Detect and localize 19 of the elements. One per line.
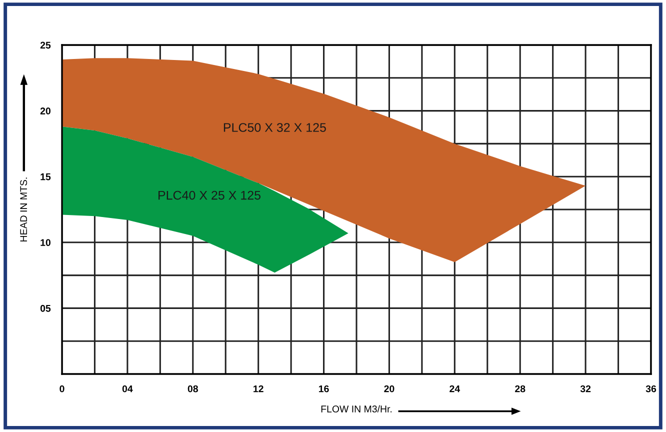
x-tick-label: 24 <box>450 385 460 392</box>
x-tick-label: 32 <box>580 385 591 392</box>
x-tick-label: 20 <box>384 385 394 392</box>
x-tick-label: 16 <box>318 385 329 392</box>
y-tick-label: 20 <box>40 108 50 114</box>
y-tick-label: 05 <box>40 304 51 312</box>
x-tick-label: 08 <box>188 385 198 392</box>
y-axis-title: HEAD IN MTS. <box>20 178 28 242</box>
x-axis-title: FLOW IN M3/Hr. <box>321 405 392 412</box>
x-tick-label: 04 <box>122 385 133 392</box>
y-tick-label: 15 <box>40 173 51 180</box>
x-tick-label: 12 <box>254 385 264 392</box>
y-tick-label: 10 <box>40 239 50 246</box>
series-label: PLC50 X 32 X 125 <box>224 123 326 132</box>
x-tick-label: 0 <box>60 385 64 392</box>
x-tick-label: 36 <box>646 385 656 392</box>
series-label: PLC40 X 25 X 125 <box>158 190 260 200</box>
y-tick-label: 25 <box>40 42 51 49</box>
x-tick-label: 28 <box>515 385 526 392</box>
